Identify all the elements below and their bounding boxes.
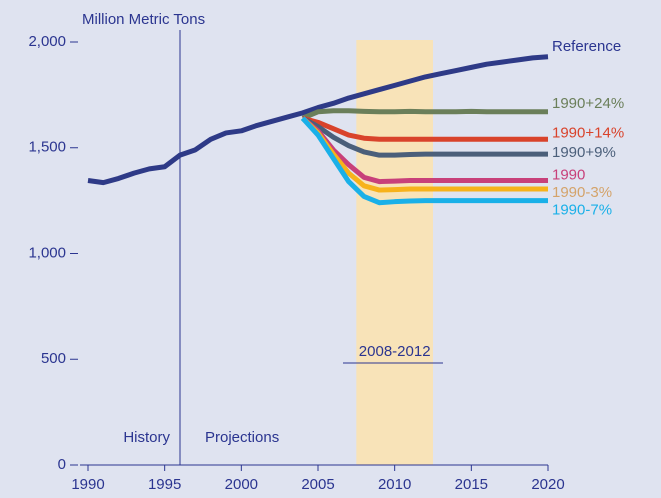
y-tick-label: 2,000 [28, 33, 66, 50]
shaded-period [356, 40, 433, 465]
series-label: 1990-7% [552, 202, 612, 219]
series-label: Reference [552, 38, 621, 55]
series-line [301, 115, 548, 158]
x-tick-label: 2000 [225, 476, 258, 493]
series-label: 1990+9% [552, 144, 616, 161]
x-tick-label: 2010 [378, 476, 411, 493]
annotation: History [123, 429, 170, 446]
x-tick-label: 1990 [71, 476, 104, 493]
y-tick-label: 1,500 [28, 139, 66, 156]
y-axis-label: Million Metric Tons [82, 11, 205, 28]
series-label: 1990 [552, 167, 585, 184]
series-line [302, 115, 548, 142]
series-line [301, 116, 548, 185]
series-line [300, 116, 548, 193]
series-line [300, 116, 548, 206]
series-label: 1990+24% [552, 95, 624, 112]
series-label: 1990+14% [552, 124, 624, 141]
x-tick-label: 2020 [531, 476, 564, 493]
series-line [87, 54, 549, 186]
x-tick-label: 1995 [148, 476, 181, 493]
x-tick-label: 2015 [455, 476, 488, 493]
y-tick-label: 0 [58, 456, 66, 473]
x-tick-label: 2005 [301, 476, 334, 493]
annotation: Projections [205, 429, 279, 446]
y-tick-label: 500 [41, 350, 66, 367]
series-line [301, 108, 548, 121]
series-label: 1990-3% [552, 184, 612, 201]
y-tick-label: 1,000 [28, 244, 66, 261]
annotation: 2008-2012 [359, 343, 431, 360]
